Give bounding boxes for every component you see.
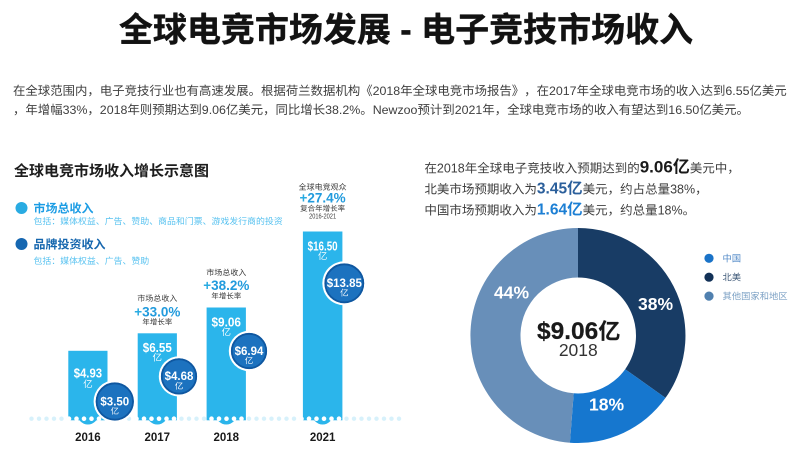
svg-text:2021: 2021 — [455, 103, 483, 117]
svg-text:$6.94: $6.94 — [235, 346, 264, 358]
svg-text:18%: 18% — [589, 395, 624, 415]
svg-text:2016-2021: 2016-2021 — [309, 211, 336, 220]
svg-text:2017: 2017 — [145, 432, 171, 444]
svg-text:16.50: 16.50 — [668, 103, 699, 117]
svg-text:6.55: 6.55 — [725, 84, 749, 98]
svg-text:2016: 2016 — [75, 432, 101, 444]
svg-text:2018: 2018 — [437, 162, 465, 176]
svg-text:$4.68: $4.68 — [165, 371, 194, 383]
svg-text:$9.06: $9.06 — [212, 315, 242, 330]
svg-text:2018: 2018 — [559, 340, 598, 360]
svg-text:33%: 33% — [63, 103, 88, 117]
svg-text:2017: 2017 — [549, 84, 577, 98]
svg-text:$13.85: $13.85 — [327, 278, 363, 290]
svg-text:27.4%: 27.4% — [307, 191, 345, 206]
svg-text:+: + — [203, 278, 211, 293]
svg-text:18%: 18% — [658, 204, 683, 218]
svg-text:$4.93: $4.93 — [74, 366, 102, 381]
svg-text:$16.50: $16.50 — [308, 239, 338, 254]
svg-text:38%: 38% — [638, 294, 673, 314]
svg-text:2018: 2018 — [100, 103, 128, 117]
svg-text:2021: 2021 — [310, 432, 336, 444]
svg-text:$3.50: $3.50 — [100, 396, 129, 408]
svg-text:$9.06: $9.06 — [537, 318, 598, 345]
svg-text:$6.55: $6.55 — [143, 340, 172, 355]
svg-text:44%: 44% — [494, 283, 529, 303]
svg-text:3.45: 3.45 — [537, 181, 568, 198]
svg-text:-: - — [400, 12, 411, 50]
svg-text:33.0%: 33.0% — [142, 305, 180, 320]
svg-text:Newzoo: Newzoo — [373, 103, 418, 117]
svg-text:9.06: 9.06 — [640, 158, 673, 177]
svg-text:2018: 2018 — [213, 432, 239, 444]
svg-text:2018: 2018 — [373, 84, 401, 98]
svg-text:+: + — [134, 305, 142, 320]
svg-text:1.64: 1.64 — [537, 202, 568, 219]
svg-text:38.2%: 38.2% — [211, 278, 249, 293]
svg-text:9.06: 9.06 — [202, 103, 226, 117]
svg-text:38.2%: 38.2% — [325, 103, 360, 117]
svg-text:+: + — [300, 191, 308, 206]
svg-text:38%: 38% — [670, 183, 695, 197]
